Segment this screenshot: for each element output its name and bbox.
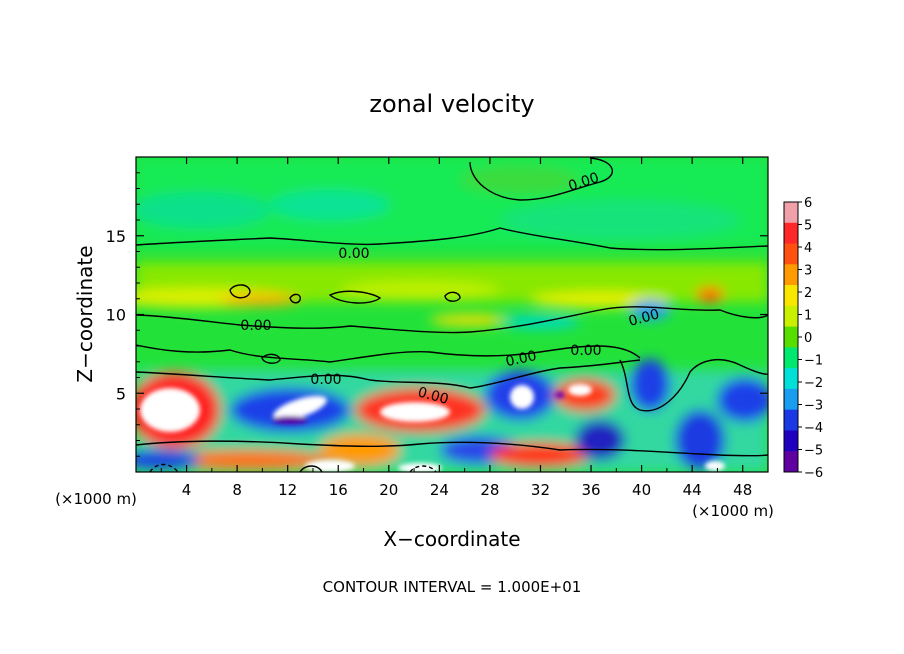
colorbar-label: 2: [804, 286, 812, 301]
colorbar-label: −2: [804, 376, 823, 391]
x-tick-label: 4: [182, 481, 192, 499]
colorbar-swatch: [784, 285, 798, 307]
velocity-field: [136, 157, 768, 472]
colorbar-swatch: [784, 264, 798, 286]
plot-area: [136, 157, 768, 472]
contour-label: 0.00: [338, 246, 369, 262]
y-tick-label: 15: [106, 227, 126, 246]
colorbar-label: 5: [804, 219, 812, 234]
x-tick-label: 36: [581, 481, 600, 499]
x-tick-label: 12: [278, 481, 297, 499]
colorbar-swatch: [784, 305, 798, 328]
velocity-cores: [140, 384, 725, 472]
contour-interval-note: CONTOUR INTERVAL = 1.000E+01: [323, 578, 582, 596]
colorbar-swatch: [784, 202, 798, 224]
colorbar-label: 3: [804, 264, 812, 279]
contour-label: 0.00: [570, 343, 601, 359]
x-tick-label: 40: [632, 481, 651, 499]
x-tick-label: 24: [430, 481, 449, 499]
colorbar-swatch: [784, 222, 798, 245]
x-unit-label-left: (×1000 m): [55, 490, 137, 508]
y-tick-label: 5: [116, 384, 126, 403]
colorbar-swatch: [784, 388, 798, 411]
y-axis: 5 10 15: [106, 172, 768, 457]
colorbar-label: 6: [804, 196, 812, 211]
x-tick-label: 20: [379, 481, 398, 499]
contour-label: 0.00: [504, 348, 538, 370]
colorbar-swatch: [784, 243, 798, 265]
colorbar-swatch: [784, 326, 798, 348]
contour-label: 0.00: [416, 384, 450, 408]
chart-title: zonal velocity: [369, 90, 534, 118]
contour-lines: [136, 157, 768, 472]
x-tick-label: 44: [683, 481, 702, 499]
colorbar-label: 0: [804, 331, 812, 346]
contour-label: 0.00: [627, 306, 661, 330]
x-tick-label: 32: [531, 481, 550, 499]
x-tick-label: 16: [329, 481, 348, 499]
colorbar-swatch: [784, 368, 798, 390]
colorbar-label: −6: [804, 466, 823, 481]
colorbar-label: 4: [804, 241, 812, 256]
y-axis-label: Z−coordinate: [73, 245, 97, 382]
x-tick-label: 48: [733, 481, 752, 499]
colorbar-label: −5: [804, 444, 823, 459]
colorbar: 6 5 4 3 2 1 0 −1 −2 −3 −4 −5 −6: [783, 196, 823, 481]
x-axis: 4 8 12 16 20 24 28 32 36 40 44 48: [160, 157, 752, 499]
x-unit-label-right: (×1000 m): [692, 502, 774, 520]
colorbar-swatch: [784, 409, 798, 431]
colorbar-swatch: [784, 451, 798, 473]
x-tick-label: 28: [480, 481, 499, 499]
contour-label: 0.00: [240, 318, 271, 334]
x-tick-label: 8: [232, 481, 242, 499]
contour-label: 0.00: [310, 372, 341, 388]
y-tick-label: 10: [106, 306, 126, 325]
x-axis-label: X−coordinate: [383, 527, 520, 551]
colorbar-swatch: [784, 430, 798, 452]
colorbar-swatch: [784, 347, 798, 369]
colorbar-label: −4: [804, 421, 823, 436]
colorbar-label: −3: [804, 399, 823, 414]
colorbar-label: −1: [804, 354, 823, 369]
colorbar-label: 1: [804, 309, 812, 324]
